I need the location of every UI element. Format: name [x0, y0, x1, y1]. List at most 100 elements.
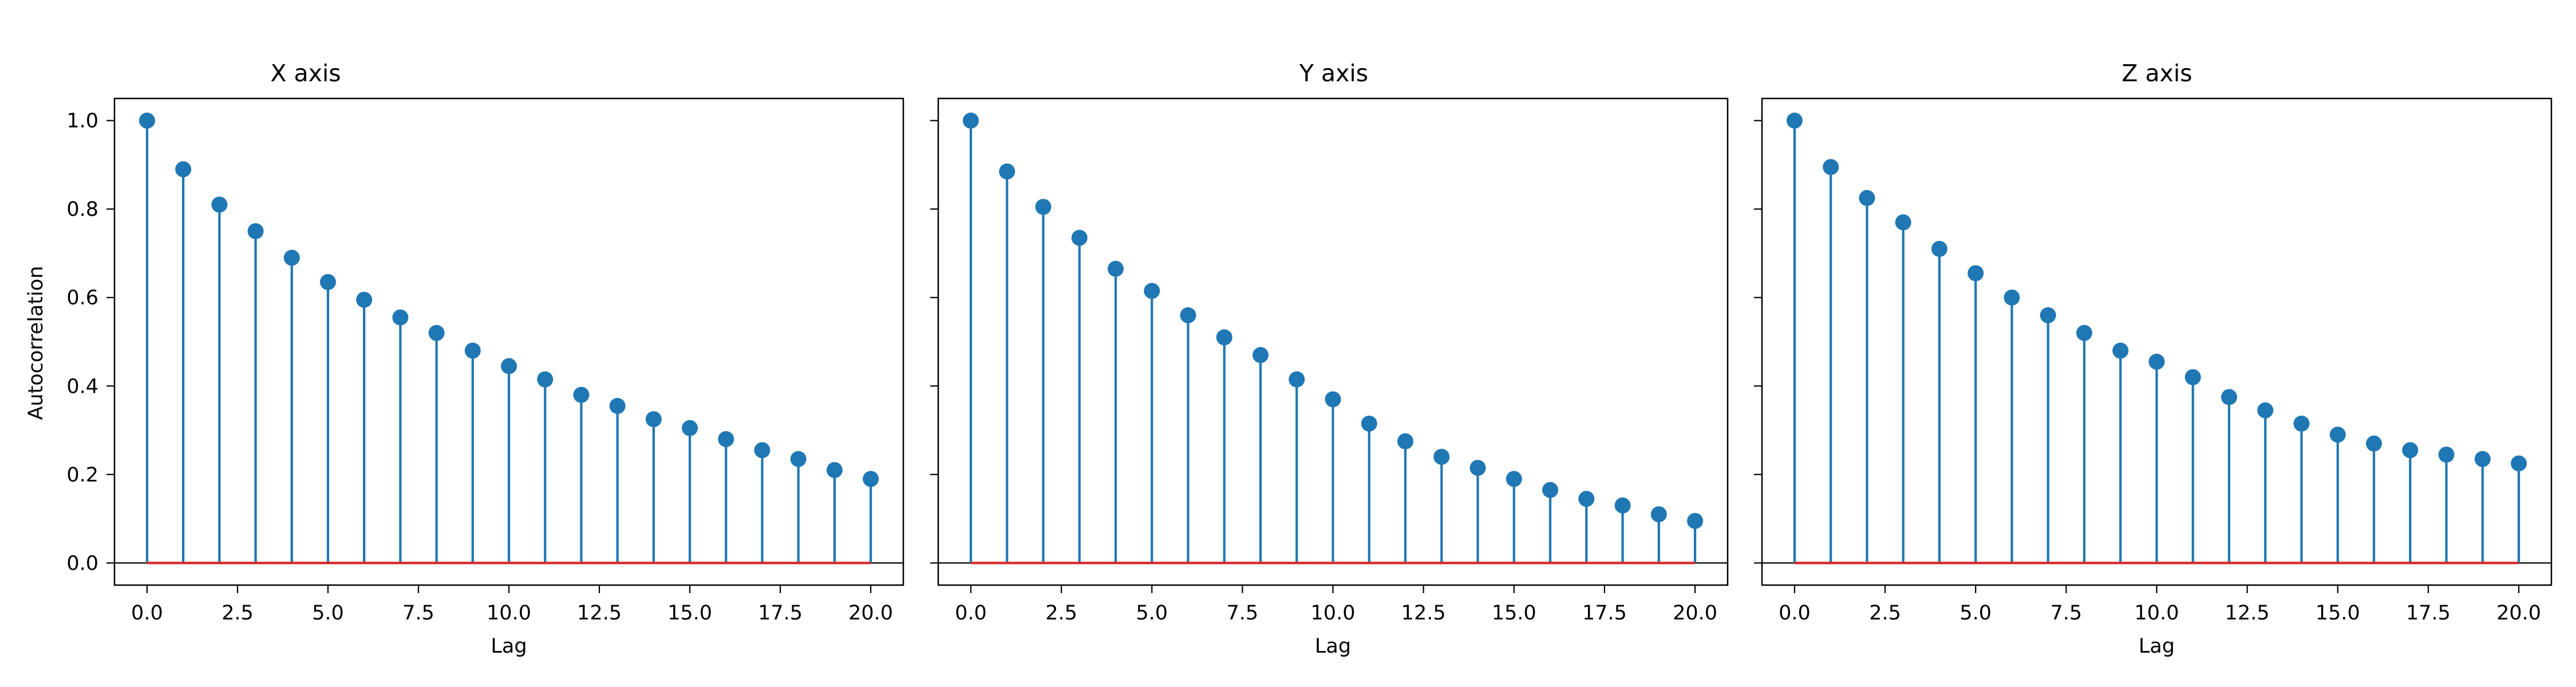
x-tick-label: 12.5	[2225, 602, 2270, 625]
stem-marker	[609, 398, 626, 414]
stem-marker	[175, 161, 192, 177]
y-axis-label: Autocorrelation	[25, 266, 48, 420]
y-tick-label: 0.4	[66, 375, 98, 398]
stem-marker	[428, 325, 445, 341]
x-axis-label: Lag	[1315, 635, 1351, 658]
stem-marker	[826, 462, 843, 479]
stem-marker	[2040, 307, 2056, 323]
stem-marker	[356, 291, 373, 308]
stem-marker	[247, 223, 264, 239]
stem-marker	[1180, 307, 1196, 323]
stem-marker	[464, 342, 481, 359]
stem-marker	[1469, 460, 1486, 476]
x-tick-label: 5.0	[312, 602, 344, 625]
stem-marker	[1325, 391, 1341, 408]
stem-marker	[283, 250, 300, 266]
stem-marker	[2511, 455, 2527, 472]
stem-marker	[1859, 189, 1875, 206]
stem-marker	[1035, 199, 1052, 215]
stem-marker	[754, 442, 771, 459]
panel-y-axis: Y axis 0.0 2.5 5.0 7.5 10.0 12.5 15.0 17.5 20.0 L…	[930, 60, 1729, 658]
stem-marker	[1967, 265, 1984, 282]
stem-marker	[999, 163, 1016, 180]
stem-marker	[537, 371, 554, 388]
x-tick-label: 7.5	[1227, 602, 1259, 625]
x-tick-label: 5.0	[1136, 602, 1168, 625]
panel-title: Z axis	[2121, 60, 2192, 87]
stem-marker	[1397, 433, 1414, 449]
x-tick-label: 20.0	[848, 602, 893, 625]
stem-marker	[2293, 415, 2310, 432]
y-tick-label: 0.8	[66, 198, 98, 221]
stem-marker	[1931, 240, 1947, 257]
stem-marker	[1289, 371, 1305, 388]
x-tick-label: 7.5	[2050, 602, 2083, 625]
x-tick-label: 12.5	[1401, 602, 1446, 625]
x-tick-label: 12.5	[577, 602, 622, 625]
stem-marker	[573, 386, 590, 403]
stem-marker	[1506, 471, 1522, 487]
panel-x-axis: X axis 0.0 2.5 5.0 7.5 10.0 12.5 15.0 17.5 20.0 0…	[66, 60, 904, 658]
stem-marker	[211, 196, 228, 213]
stem-marker	[962, 112, 979, 129]
x-tick-label: 15.0	[1492, 602, 1536, 625]
stem-marker	[1786, 112, 1803, 129]
stem-marker	[1687, 512, 1704, 529]
stem-marker	[1614, 497, 1631, 514]
stem-marker	[139, 112, 155, 129]
stem-marker	[2221, 389, 2238, 405]
x-tick-label: 5.0	[1959, 602, 1992, 625]
x-tick-label: 10.0	[487, 602, 531, 625]
x-tick-label: 0.0	[955, 602, 987, 625]
stem-marker	[2004, 289, 2020, 306]
stem-marker	[1578, 491, 1595, 507]
y-tick-label: 0.6	[66, 287, 98, 310]
x-axis-label: Lag	[491, 635, 527, 658]
stem-marker	[1650, 506, 1667, 523]
stem-marker	[1252, 347, 1269, 364]
stem-marker	[790, 451, 807, 467]
stem-marker	[718, 431, 734, 447]
panel-z-axis: Z axis 0.0 2.5 5.0 7.5 10.0 12.5 15.0 17.5 20.0 L…	[1754, 60, 2553, 658]
stem-marker	[1144, 283, 1160, 299]
stem-marker	[319, 274, 336, 290]
stem-marker	[2474, 451, 2491, 467]
stem-marker	[1216, 329, 1232, 346]
x-tick-label: 0.0	[131, 602, 163, 625]
stem-marker	[501, 358, 517, 374]
stem-marker	[1071, 230, 1088, 246]
y-tick-label: 1.0	[66, 110, 98, 133]
stem-marker	[2184, 369, 2201, 385]
x-tick-label: 15.0	[2316, 602, 2360, 625]
stem-marker	[2366, 435, 2383, 452]
x-tick-label: 20.0	[1673, 602, 1717, 625]
x-tick-label: 17.5	[1582, 602, 1627, 625]
stem-marker	[1542, 481, 1559, 498]
stem-marker	[2076, 325, 2092, 341]
stem-marker	[682, 420, 698, 436]
panel-title: Y axis	[1299, 60, 1368, 87]
x-tick-label: 20.0	[2496, 602, 2541, 625]
x-tick-label: 17.5	[2406, 602, 2451, 625]
stem-marker	[2112, 342, 2129, 359]
stem-marker	[1361, 415, 1377, 432]
y-tick-label: 0.0	[66, 552, 98, 575]
stem-marker	[863, 471, 879, 487]
x-tick-label: 2.5	[222, 602, 254, 625]
panel-title: X axis	[270, 60, 341, 87]
stem-marker	[645, 411, 662, 428]
stem-marker	[392, 309, 409, 326]
x-tick-label: 2.5	[1869, 602, 1901, 625]
x-tick-label: 10.0	[2135, 602, 2179, 625]
stem-marker	[2257, 402, 2274, 418]
x-tick-label: 17.5	[758, 602, 803, 625]
stem-marker	[1433, 448, 1450, 465]
x-tick-label: 2.5	[1045, 602, 1077, 625]
x-tick-label: 15.0	[667, 602, 712, 625]
stem-marker	[2402, 442, 2419, 459]
y-tick-label: 0.2	[66, 464, 98, 487]
stem-marker	[2329, 427, 2346, 443]
x-tick-label: 7.5	[402, 602, 434, 625]
stem-marker	[1895, 214, 1911, 231]
